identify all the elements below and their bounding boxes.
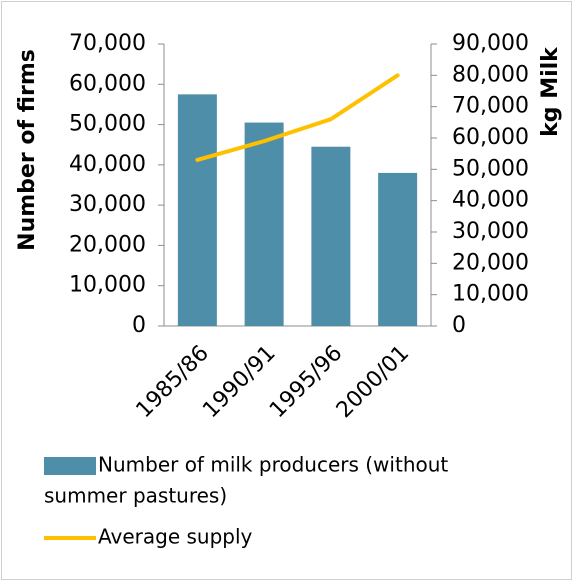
x-tick-label: 1995/96	[265, 341, 347, 423]
x-tick-label: 2000/01	[332, 341, 414, 423]
legend: Number of milk producers (without summer …	[44, 453, 448, 549]
right-tick-label: 10,000	[452, 282, 529, 307]
right-tick-label: 0	[452, 313, 466, 338]
bars-layer	[177, 94, 418, 326]
right-tick-label: 70,000	[452, 94, 529, 119]
right-tick-label: 80,000	[452, 62, 529, 87]
left-tick-label: 10,000	[69, 273, 146, 298]
left-tick-label: 0	[132, 313, 146, 338]
left-tick-label: 50,000	[69, 112, 146, 137]
left-axis-ticks: 0 10,000 20,000 30,000 40,000 50,000 60,000 70,…	[69, 31, 164, 338]
right-tick-label: 60,000	[452, 125, 529, 150]
x-tick-label: 1985/86	[132, 341, 214, 423]
legend-label: Number of milk producers (without	[98, 453, 448, 477]
left-tick-label: 20,000	[69, 232, 146, 257]
bar	[311, 146, 351, 326]
legend-bar-swatch	[44, 457, 96, 475]
bar	[177, 94, 217, 326]
right-tick-label: 90,000	[452, 31, 529, 56]
x-tick-label: 1990/91	[198, 341, 280, 423]
left-axis-title: Number of firms	[15, 49, 40, 251]
legend-label: summer pastures)	[44, 484, 227, 508]
right-tick-label: 20,000	[452, 250, 529, 275]
right-tick-label: 50,000	[452, 156, 529, 181]
right-tick-label: 40,000	[452, 188, 529, 213]
average-supply-line	[195, 73, 400, 162]
right-axis-title: kg Milk	[538, 46, 563, 137]
bar	[378, 172, 418, 326]
line-layer	[195, 73, 400, 162]
right-tick-label: 30,000	[452, 219, 529, 244]
left-tick-label: 40,000	[69, 152, 146, 177]
left-tick-label: 60,000	[69, 71, 146, 96]
left-tick-label: 30,000	[69, 192, 146, 217]
bar	[244, 122, 284, 326]
right-axis-ticks: 0 10,000 20,000 30,000 40,000 50,000 60,000 70,…	[431, 31, 529, 338]
left-tick-label: 70,000	[69, 31, 146, 56]
legend-label: Average supply	[98, 525, 253, 549]
